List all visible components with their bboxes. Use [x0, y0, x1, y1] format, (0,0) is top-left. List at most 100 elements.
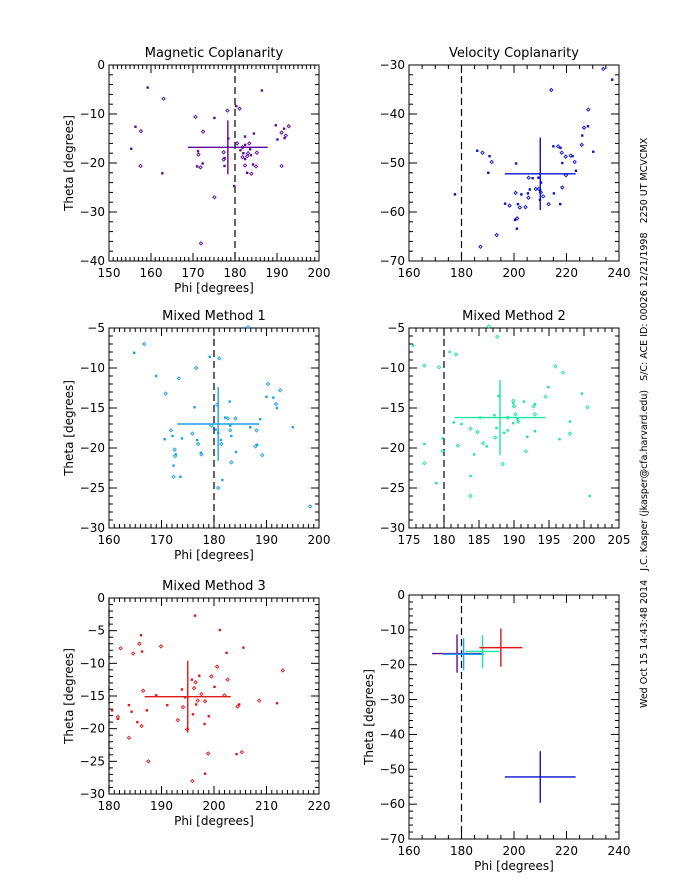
side-annotation: Wed Oct 15 14:43:48 2014 J.C. Kasper (jk… [639, 137, 650, 708]
data-point [531, 176, 534, 180]
data-point [199, 691, 204, 697]
data-point [475, 429, 480, 435]
data-point [225, 651, 228, 655]
data-point [235, 752, 238, 756]
data-point [140, 688, 146, 694]
data-point [480, 440, 486, 446]
data-point [586, 107, 591, 112]
data-point [190, 431, 195, 436]
data-point [116, 717, 120, 721]
data-point [503, 202, 507, 205]
data-point [532, 412, 538, 417]
data-point [218, 628, 221, 632]
data-point [568, 420, 572, 423]
data-point [225, 677, 230, 682]
data-point [138, 128, 144, 134]
data-point [588, 494, 591, 498]
data-point [163, 438, 166, 441]
chart-title: Mixed Method 3 [162, 579, 266, 594]
data-point [572, 159, 577, 165]
data-point [172, 453, 178, 459]
y-tick-label: −20 [380, 441, 405, 455]
data-point [422, 460, 427, 466]
data-point [610, 78, 614, 81]
data-point [514, 162, 518, 165]
data-point [279, 163, 284, 169]
data-point [244, 153, 250, 159]
x-tick-label: 160 [398, 844, 421, 858]
data-point [253, 164, 259, 169]
data-point [166, 703, 169, 707]
data-point [145, 709, 148, 712]
data-point [492, 435, 498, 440]
data-point [574, 169, 578, 173]
data-point [552, 192, 556, 195]
data-point [196, 441, 201, 447]
data-point [495, 426, 498, 430]
data-point [511, 398, 516, 404]
data-point [110, 709, 114, 712]
data-point [245, 171, 249, 174]
data-point [533, 402, 537, 406]
y-tick-label: −40 [380, 107, 405, 121]
data-point [561, 161, 564, 165]
data-point [171, 434, 174, 438]
data-point [286, 124, 291, 129]
data-point [283, 133, 289, 138]
chart-title: Mixed Method 2 [462, 309, 566, 324]
data-point [515, 419, 521, 424]
data-point [190, 778, 195, 784]
data-point [249, 171, 254, 177]
panel-mixed-method-2: 175 180 185 190 195 200 205 −5 −10 −15 −20 −25 −30 Mi… [380, 309, 631, 547]
data-point [155, 694, 158, 697]
data-point [272, 396, 275, 399]
data-point [172, 447, 177, 452]
data-point [191, 685, 197, 691]
y-axis-label: Theta [degrees] [62, 380, 76, 477]
data-point [161, 96, 166, 102]
data-point [468, 493, 473, 499]
data-point [139, 723, 144, 729]
data-point [202, 698, 208, 704]
data-point [249, 426, 252, 429]
data-point [245, 324, 251, 330]
data-point [176, 376, 182, 381]
data-point [275, 701, 279, 705]
x-tick-label: 190 [150, 799, 173, 813]
x-axis-label: Phi [degrees] [174, 281, 254, 295]
data-point [130, 147, 133, 150]
x-tick-label: 240 [608, 844, 631, 858]
x-tick-label: 205 [608, 533, 631, 547]
data-point [553, 364, 558, 369]
data-point [468, 426, 473, 432]
x-tick-label: 180 [224, 266, 247, 280]
data-point [209, 674, 214, 679]
data-point [254, 428, 259, 433]
data-point [198, 165, 203, 170]
data-point [199, 452, 204, 457]
data-point [523, 204, 528, 210]
panel-magnetic-coplanarity: 150 160 170 180 190 200 0 −10 −20 −30 −40 Magnetic … [62, 46, 330, 295]
data-point [243, 157, 247, 161]
data-point [540, 194, 546, 199]
y-tick-label: −25 [80, 754, 105, 768]
data-point [452, 421, 455, 424]
data-point [240, 154, 245, 160]
data-point [526, 175, 531, 180]
data-point [175, 717, 181, 723]
y-tick-label: −20 [80, 156, 105, 170]
x-axis-label: Phi [degrees] [174, 814, 254, 828]
x-tick-label: 240 [608, 266, 631, 280]
data-point [276, 138, 279, 141]
data-point [198, 674, 201, 677]
data-point [239, 149, 242, 152]
y-tick-label: −5 [387, 321, 405, 335]
data-point [507, 203, 512, 208]
data-point [476, 149, 479, 152]
x-tick-label: 195 [538, 533, 561, 547]
x-tick-label: 175 [398, 533, 421, 547]
data-point [232, 184, 236, 188]
x-tick-label: 185 [468, 533, 491, 547]
data-point [219, 441, 224, 447]
data-point [511, 404, 517, 409]
